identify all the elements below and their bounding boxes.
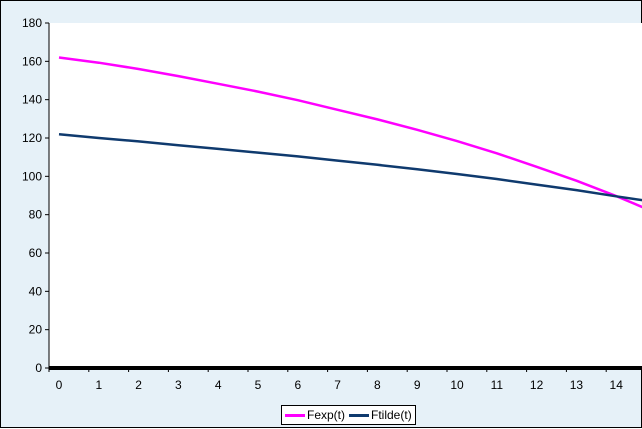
- x-tick-label: 12: [530, 378, 544, 392]
- series-lines: [58, 56, 642, 209]
- legend-swatch: [285, 413, 305, 417]
- series-line-2: [58, 132, 642, 202]
- x-tick-label: 9: [414, 378, 421, 392]
- y-tick-label: 160: [22, 54, 42, 68]
- x-axis: 012345678910111213141: [48, 366, 642, 392]
- legend-swatch: [349, 413, 370, 417]
- x-tick-label: 0: [56, 378, 63, 392]
- y-tick-label: 60: [29, 246, 43, 260]
- x-tick-label: 13: [570, 378, 584, 392]
- legend-label: Ftilde(t): [371, 408, 412, 422]
- x-tick-label: 10: [450, 378, 464, 392]
- y-tick-label: 40: [29, 284, 43, 298]
- x-tick-label: 2: [135, 378, 142, 392]
- legend: Fexp(t) Ftilde(t): [281, 405, 416, 425]
- x-tick-label: 11: [491, 378, 504, 392]
- legend-label: Fexp(t): [307, 408, 346, 422]
- y-tick-label: 20: [29, 323, 43, 337]
- y-tick-label: 140: [22, 93, 42, 107]
- x-tick-label: 14: [610, 378, 624, 392]
- plot-area: [49, 23, 642, 368]
- y-tick-label: 0: [35, 361, 42, 375]
- x-tick-label: 4: [215, 378, 222, 392]
- y-axis: 0 20 40 60 80 100 120 140 160 180: [22, 16, 50, 375]
- legend-item-1: Fexp(t): [285, 408, 345, 422]
- y-tick-label: 80: [29, 208, 43, 222]
- x-tick-label: 8: [374, 378, 381, 392]
- y-tick-label: 180: [22, 16, 42, 30]
- x-tick-label: 7: [334, 378, 341, 392]
- legend-item-2: Ftilde(t): [349, 408, 412, 422]
- x-tick-label: 5: [255, 378, 262, 392]
- y-tick-label: 100: [22, 169, 42, 183]
- series-line-1: [58, 56, 642, 209]
- x-tick-label: 6: [294, 378, 301, 392]
- x-tick-label: 3: [175, 378, 182, 392]
- x-tick-label: 1: [95, 378, 102, 392]
- y-tick-label: 120: [22, 131, 42, 145]
